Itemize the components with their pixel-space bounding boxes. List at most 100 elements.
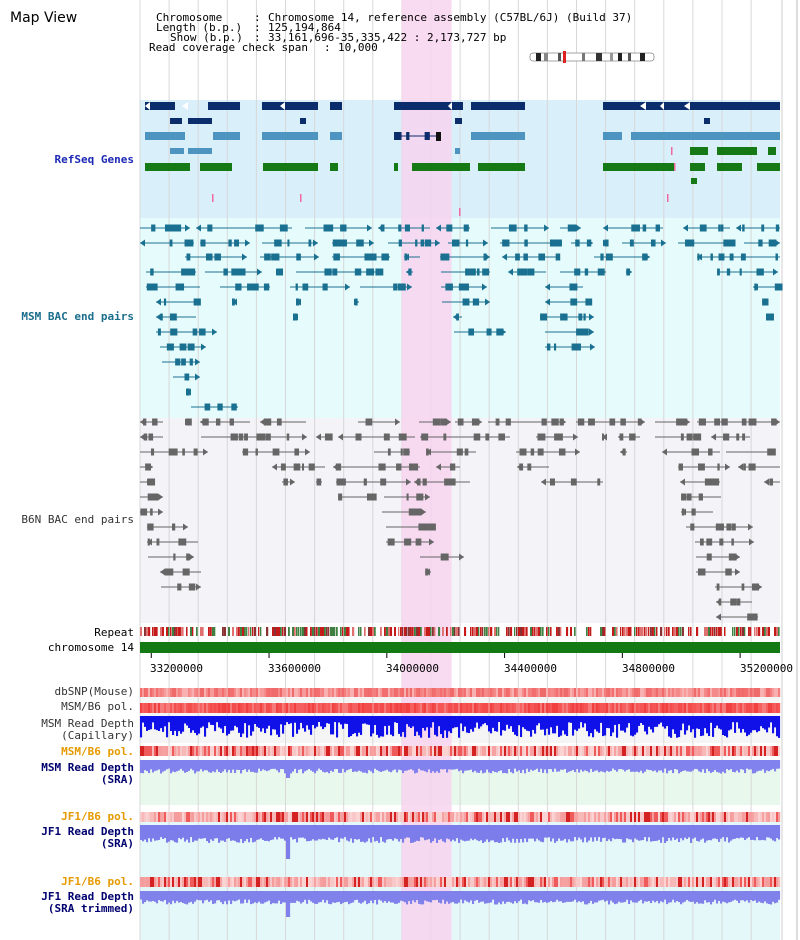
track-label-jf1-depth-sra[interactable]: JF1 Read Depth xyxy=(41,825,134,838)
msm-bac-pair-exon xyxy=(203,239,206,247)
jf1-b6-pol-trimmed xyxy=(358,877,361,887)
msm-read-depth-capillary-bar xyxy=(272,716,275,730)
msm-b6-polymorphism xyxy=(326,703,329,713)
track-label-msm-b6-pol-sra[interactable]: MSM/B6 pol. xyxy=(61,745,134,758)
track-label-repeat[interactable]: Repeat xyxy=(94,626,134,639)
track-label-msm-b6-pol[interactable]: MSM/B6 pol. xyxy=(61,700,134,713)
jf1-read-depth-sra-bar xyxy=(776,825,779,839)
dbsnp-density xyxy=(150,688,153,697)
msm-bac-pair-exon xyxy=(364,253,371,261)
jf1-read-depth-trimmed-bar xyxy=(678,891,681,903)
msm-read-depth-capillary-bar xyxy=(714,716,717,728)
msm-b6-pol-sra xyxy=(158,746,161,756)
msm-read-depth-capillary-bar xyxy=(618,716,621,725)
jf1-b6-polymorphism xyxy=(710,812,713,822)
msm-b6-polymorphism xyxy=(582,703,585,713)
jf1-b6-polymorphism xyxy=(298,812,301,822)
track-label-jf1-depth-trim[interactable]: JF1 Read Depth xyxy=(41,890,134,903)
msm-b6-polymorphism xyxy=(220,703,223,713)
jf1-read-depth-trimmed-bar xyxy=(340,891,343,905)
msm-read-depth-sra-bar xyxy=(204,760,207,771)
msm-read-depth-capillary-bar xyxy=(664,716,667,729)
jf1-b6-pol-trimmed xyxy=(508,877,511,887)
jf1-b6-polymorphism xyxy=(360,812,363,822)
b6n-bac-pair-exon xyxy=(443,433,447,441)
jf1-b6-polymorphism xyxy=(230,812,233,822)
jf1-b6-polymorphism xyxy=(636,812,639,822)
track-label-msm-depth-cap[interactable]: MSM Read Depth xyxy=(41,717,134,730)
dbsnp-density xyxy=(676,688,679,697)
msm-b6-polymorphism xyxy=(242,703,245,713)
coverage-key: Read coverage check span xyxy=(149,41,308,54)
msm-read-depth-capillary-bar xyxy=(554,716,557,734)
msm-bac-pair-exon xyxy=(151,224,156,232)
jf1-read-depth-sra-bar xyxy=(334,825,337,839)
msm-read-depth-sra-bar xyxy=(724,760,727,774)
msm-bac-pair-exon xyxy=(458,283,467,291)
msm-b6-pol-sra xyxy=(772,746,775,756)
b6n-bac-pair-arrow xyxy=(140,433,145,441)
jf1-read-depth-trimmed-bar xyxy=(660,891,663,902)
jf1-b6-pol-trimmed xyxy=(380,877,383,887)
repeat-element xyxy=(242,627,245,636)
track-label-jf1-b6-pol-trim[interactable]: JF1/B6 pol. xyxy=(61,875,134,888)
jf1-read-depth-sra-bar xyxy=(212,825,215,841)
msm-read-depth-capillary-bar xyxy=(644,716,647,732)
msm-read-depth-sra-bar xyxy=(760,760,763,771)
axis-tick-label: 33600000 xyxy=(268,662,321,675)
msm-read-depth-sra-bar xyxy=(372,760,375,774)
chromosome-value: Chromosome 14, reference assembly (C57BL… xyxy=(268,11,633,24)
jf1-read-depth-trimmed-bar xyxy=(530,891,533,902)
dbsnp-density xyxy=(442,688,445,697)
jf1-read-depth-trimmed-bar xyxy=(376,891,379,905)
b6n-bac-pair-exon xyxy=(177,583,182,591)
track-label-chromosome[interactable]: chromosome 14 xyxy=(47,641,134,654)
jf1-b6-polymorphism xyxy=(548,812,551,822)
msm-read-depth-capillary-bar xyxy=(362,716,365,724)
msm-b6-pol-sra xyxy=(522,746,525,756)
track-label-jf1-b6-pol[interactable]: JF1/B6 pol. xyxy=(61,810,134,823)
jf1-read-depth-sra-bar xyxy=(180,825,183,840)
track-label-refseq[interactable]: RefSeq Genes xyxy=(54,153,134,166)
jf1-b6-pol-trimmed xyxy=(512,877,515,887)
track-label-msm-bac[interactable]: MSM BAC end pairs xyxy=(21,310,134,323)
msm-read-depth-capillary-bar xyxy=(254,716,257,725)
jf1-b6-pol-trimmed xyxy=(296,877,299,887)
b6n-bac-pair-exon xyxy=(588,418,595,426)
jf1-b6-polymorphism xyxy=(222,812,225,822)
jf1-read-depth-sra-bar xyxy=(444,825,447,843)
jf1-read-depth-trimmed-bar xyxy=(738,891,741,904)
dbsnp-density xyxy=(686,688,689,697)
repeat-element xyxy=(454,627,456,636)
jf1-read-depth-sra-bar xyxy=(500,825,503,843)
jf1-read-depth-trimmed-bar xyxy=(352,891,355,903)
repeat-element xyxy=(736,627,738,636)
jf1-b6-pol-trimmed xyxy=(420,877,423,887)
msm-read-depth-sra-bar xyxy=(252,760,255,772)
msm-read-depth-sra-bar xyxy=(342,760,345,769)
axis-tick-label: 34000000 xyxy=(386,662,439,675)
track-label-b6n-bac[interactable]: B6N BAC end pairs xyxy=(21,513,134,526)
jf1-read-depth-trimmed-bar xyxy=(184,891,187,904)
repeat-element xyxy=(766,627,769,636)
msm-b6-polymorphism xyxy=(672,703,675,713)
msm-b6-polymorphism xyxy=(476,703,479,713)
msm-b6-pol-sra xyxy=(358,746,361,756)
msm-bac-pair-exon xyxy=(768,239,777,247)
jf1-read-depth-trimmed-bar xyxy=(156,891,159,904)
b6n-bac-pair-exon xyxy=(464,448,469,456)
jf1-b6-polymorphism xyxy=(744,812,747,822)
msm-b6-polymorphism xyxy=(276,703,279,713)
dbsnp-density xyxy=(448,688,451,697)
jf1-read-depth-trimmed-bar xyxy=(194,891,197,902)
msm-read-depth-sra-bar xyxy=(358,760,361,771)
repeat-element xyxy=(276,627,279,636)
jf1-b6-polymorphism xyxy=(458,812,461,822)
jf1-read-depth-sra-bar xyxy=(158,825,161,840)
msm-read-depth-sra-bar xyxy=(778,760,781,769)
msm-bac-pair-exon xyxy=(574,283,578,291)
track-label-dbsnp[interactable]: dbSNP(Mouse) xyxy=(54,685,134,698)
dbsnp-density xyxy=(158,688,161,697)
track-label-msm-depth-sra[interactable]: MSM Read Depth xyxy=(41,761,134,774)
